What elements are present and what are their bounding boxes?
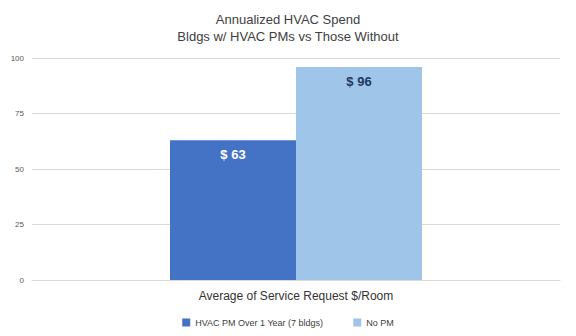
svg-text:HVAC PM Over 1 Year (7 bldgs): HVAC PM Over 1 Year (7 bldgs) <box>195 318 323 328</box>
svg-text:Average of Service Request $/R: Average of Service Request $/Room <box>199 289 394 303</box>
svg-text:0: 0 <box>20 276 25 285</box>
svg-text:75: 75 <box>15 109 24 118</box>
svg-text:25: 25 <box>15 220 24 229</box>
svg-text:Bldgs w/ HVAC PMs vs Those Wit: Bldgs w/ HVAC PMs vs Those Without <box>177 29 399 44</box>
svg-text:Annualized HVAC Spend: Annualized HVAC Spend <box>216 12 360 27</box>
svg-text:$ 96: $ 96 <box>346 74 371 89</box>
svg-text:$ 63: $ 63 <box>220 147 245 162</box>
svg-text:No PM: No PM <box>366 318 394 328</box>
svg-text:50: 50 <box>15 165 24 174</box>
svg-text:100: 100 <box>11 54 25 63</box>
